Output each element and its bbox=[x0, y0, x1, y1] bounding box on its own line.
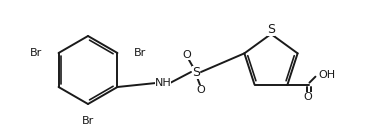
Text: S: S bbox=[267, 23, 275, 36]
Text: O: O bbox=[183, 50, 191, 60]
Text: O: O bbox=[197, 85, 205, 95]
Text: NH: NH bbox=[154, 78, 171, 88]
Text: Br: Br bbox=[30, 48, 42, 58]
Text: S: S bbox=[192, 66, 200, 79]
Text: Br: Br bbox=[82, 116, 94, 126]
Text: Br: Br bbox=[134, 48, 146, 58]
Text: O: O bbox=[303, 92, 312, 102]
Text: OH: OH bbox=[318, 70, 336, 80]
